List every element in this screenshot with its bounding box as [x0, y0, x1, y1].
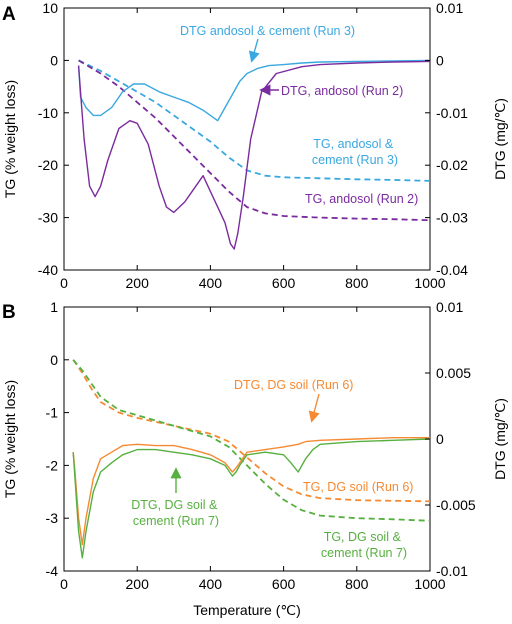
y-tick-label-right: 0 [436, 52, 444, 68]
annotation-dtg-andosol-cement: DTG andosol & cement (Run 3) [180, 24, 355, 38]
series-line-dtg-3 [77, 60, 431, 250]
annotation-tg-dg-soil: TG, DG soil (Run 6) [303, 480, 413, 494]
y-tick-label-left: -10 [38, 105, 58, 121]
series-line-dtg-2 [72, 437, 430, 546]
series-line-tg-0 [78, 59, 431, 182]
y-tick-label-left: 0 [50, 352, 58, 368]
x-tick-label: 1000 [414, 275, 445, 291]
x-tick-label: 200 [126, 576, 150, 592]
panel-a: A 0 200 400 600 800 1000 10 0 -10 -20 -30 -40 0.01 0 -… [2, 0, 508, 291]
y-tick-label-left: -20 [38, 157, 58, 173]
y-tick-label-right: 0.005 [436, 365, 471, 381]
y-tick-label-left: -4 [46, 563, 59, 579]
series-line-tg-1 [72, 359, 431, 522]
annotation-tg-andosol: TG, andosol (Run 2) [305, 192, 418, 206]
panel-b-xlabel: Temperature (℃) [193, 602, 301, 618]
panel-b-ticks: 0 200 400 600 800 1000 1 0 -1 -2 -3 -4 0.01 0.005 0 -0.… [46, 299, 476, 592]
y-tick-label-left: -1 [46, 405, 59, 421]
annotation-arrow-dtg-andosol-cement [248, 38, 260, 63]
y-tick-label-left: -2 [46, 457, 59, 473]
panel-b: B 0 200 400 600 800 1000 1 0 -1 -2 -3 -4 0.01 0.005 0 -… [2, 299, 508, 618]
series-line-dtg-2 [77, 59, 431, 122]
panel-a-ylabel-left: TG (% weight loss) [2, 80, 18, 198]
y-tick-label-right: -0.04 [436, 262, 468, 278]
y-tick-label-left: -40 [38, 262, 58, 278]
panel-a-ticks: 0 200 400 600 800 1000 10 0 -10 -20 -30 -40 0.01 0 -0.… [38, 0, 468, 291]
x-tick-label: 1000 [414, 576, 445, 592]
y-tick-label-left: -3 [46, 510, 59, 526]
y-tick-label-right: -0.005 [436, 497, 476, 513]
x-tick-label: 400 [199, 576, 223, 592]
y-tick-label-right: -0.03 [436, 210, 468, 226]
x-tick-label: 600 [272, 576, 296, 592]
y-tick-label-left: 0 [50, 52, 58, 68]
y-tick-label-right: 0.01 [436, 0, 463, 16]
x-tick-label: 0 [60, 275, 68, 291]
panel-a-label: A [2, 4, 16, 25]
y-tick-label-right: -0.02 [436, 157, 468, 173]
series-line-tg-1 [78, 59, 431, 222]
annotation-tg-andosol-cement: TG, andosol & cement (Run 3) [312, 137, 398, 167]
panel-a-ylabel-right: DTG (mg/℃) [492, 98, 508, 180]
annotation-arrow-dtg-dg-soil [308, 393, 320, 423]
y-tick-label-left: 1 [50, 299, 58, 315]
series-line-dtg-3 [72, 438, 431, 559]
panel-a-plot-frame [63, 7, 431, 271]
panel-b-ylabel-right: DTG (mg/℃) [492, 398, 508, 480]
annotation-dtg-andosol: DTG, andosol (Run 2) [281, 84, 403, 98]
x-tick-label: 200 [126, 275, 150, 291]
series-line-tg-0 [72, 359, 431, 503]
x-tick-label: 800 [345, 275, 369, 291]
x-tick-label: 0 [60, 576, 68, 592]
panel-a-series [77, 59, 431, 250]
panel-b-label: B [2, 302, 16, 323]
x-tick-label: 600 [272, 275, 296, 291]
x-tick-label: 800 [345, 576, 369, 592]
y-tick-label-left: 10 [42, 0, 58, 16]
panel-b-ylabel-left: TG (% weight loss) [2, 380, 18, 498]
y-tick-label-right: -0.01 [436, 105, 468, 121]
annotation-dtg-dg-soil-cement: DTG, DG soil & cement (Run 7) [131, 498, 221, 528]
y-tick-label-right: 0 [436, 431, 444, 447]
y-tick-label-right: -0.01 [436, 563, 468, 579]
annotation-tg-dg-soil-cement: TG, DG soil & cement (Run 7) [321, 530, 407, 560]
y-tick-label-left: -30 [38, 210, 58, 226]
annotation-dtg-dg-soil: DTG, DG soil (Run 6) [234, 378, 353, 392]
panel-b-series [72, 359, 431, 559]
x-tick-label: 400 [199, 275, 223, 291]
y-tick-label-right: 0.01 [436, 299, 463, 315]
